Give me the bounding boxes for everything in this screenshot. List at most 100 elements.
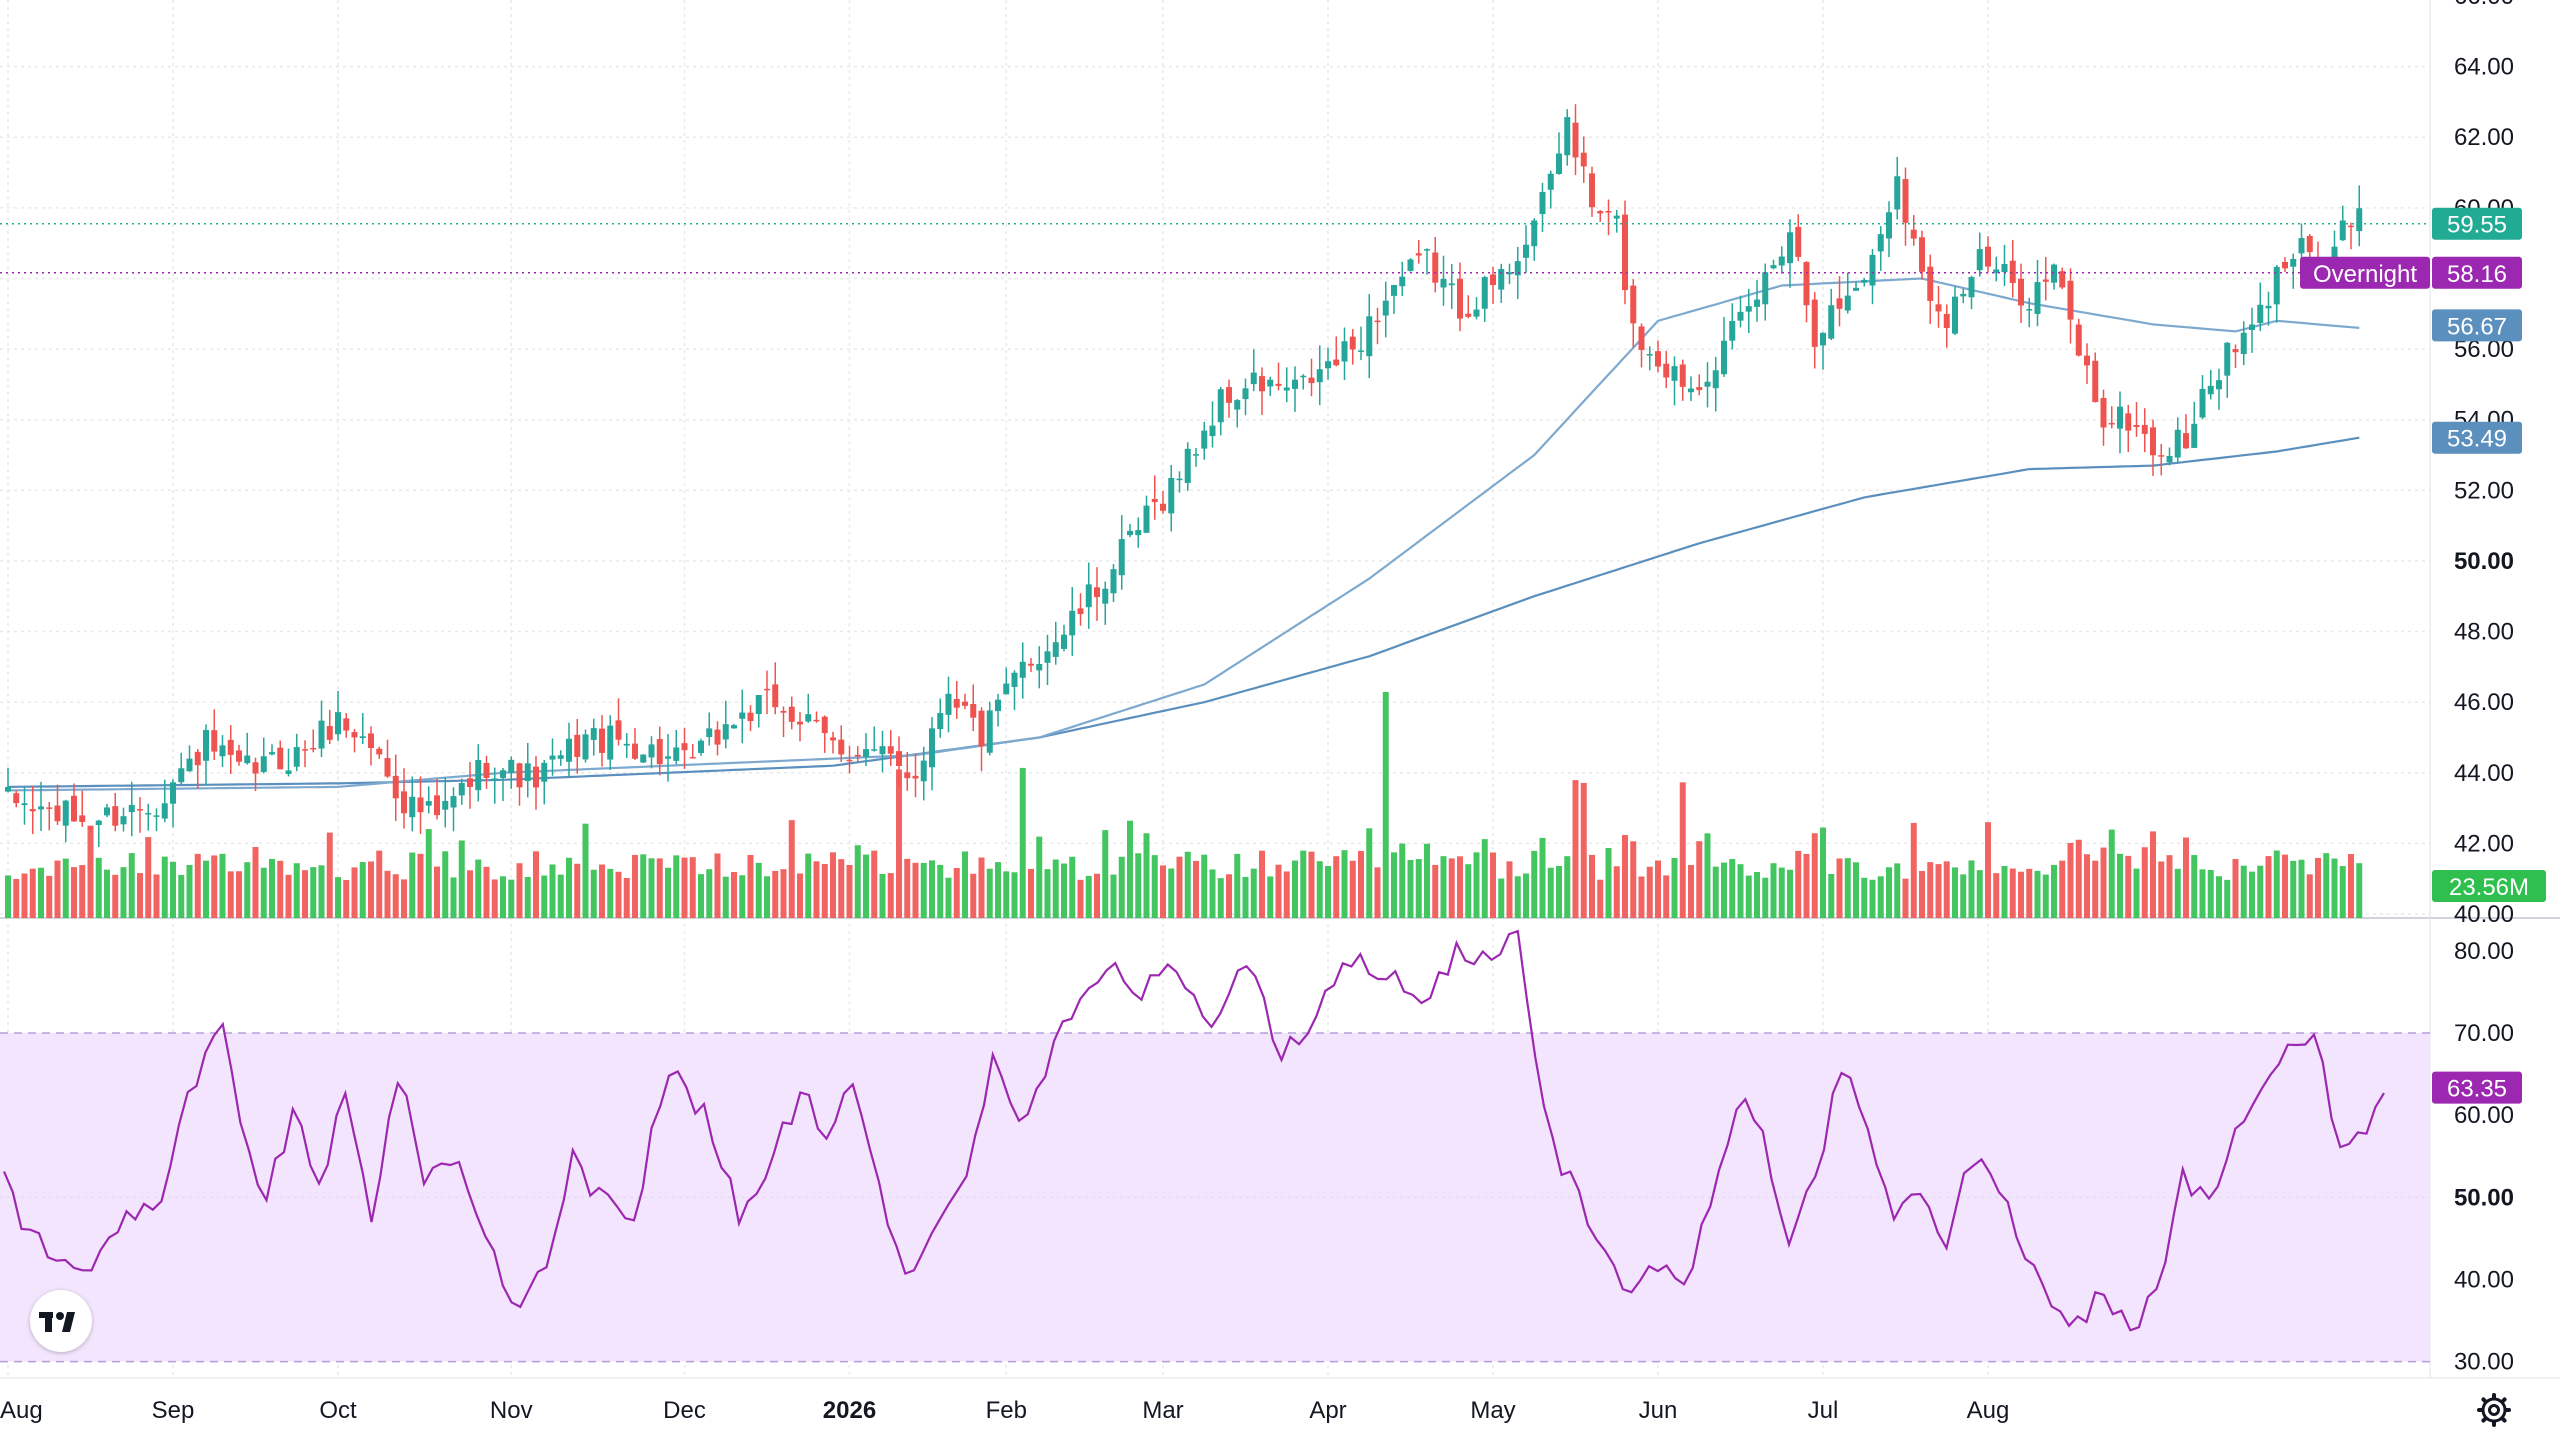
volume-bar (1762, 877, 1769, 918)
volume-bar (805, 853, 812, 918)
candle-body (1448, 283, 1455, 286)
volume-bar (236, 871, 242, 918)
candle-body (137, 809, 143, 811)
volume-bar (524, 876, 531, 918)
candle-body (5, 786, 11, 792)
candle-body (1737, 311, 1744, 321)
candle-body (1960, 293, 1967, 297)
candle-body (1597, 211, 1604, 214)
candle-body (516, 763, 523, 788)
tradingview-logo-icon[interactable] (30, 1290, 92, 1352)
volume-bar (161, 856, 168, 918)
volume-bar (1844, 858, 1851, 918)
candle-body (252, 762, 259, 774)
volume-bar (1333, 856, 1340, 918)
volume-bar (1234, 853, 1241, 918)
volume-bar (1869, 879, 1876, 918)
candle-body (722, 724, 729, 740)
candle-body (2240, 332, 2247, 355)
volume-bar (1910, 822, 1917, 918)
candle-body (1770, 265, 1777, 269)
candle-body (194, 751, 201, 766)
volume-bar (137, 873, 143, 918)
volume-bar (1250, 868, 1257, 918)
overnight-tag-bg (2300, 256, 2430, 289)
volume-bar (79, 865, 86, 918)
volume-bar (2216, 876, 2222, 918)
volume-bar (170, 861, 176, 918)
candle-body (1415, 253, 1422, 256)
last-price-badge: 59.55 (2432, 207, 2522, 240)
volume-bar (2224, 879, 2231, 918)
volume-bar (2059, 860, 2066, 918)
candle-body (1580, 152, 1587, 167)
candle-body (1481, 277, 1488, 309)
candle-body (2133, 425, 2140, 428)
candle-body (2339, 220, 2346, 241)
volume-bar (29, 868, 36, 918)
volume-bar (120, 867, 127, 918)
volume-bar (1787, 869, 1793, 918)
volume-bar (1308, 851, 1315, 918)
volume-bar (145, 837, 152, 918)
candle-body (343, 718, 350, 731)
candle-body (1399, 276, 1406, 287)
volume-bar (1754, 872, 1760, 918)
candle-body (1861, 279, 1868, 283)
volume-bar (863, 854, 869, 918)
candle-body (2084, 355, 2090, 366)
candle-body (2232, 349, 2239, 353)
volume-bar (2084, 854, 2090, 918)
last-price-badge-bg (2432, 207, 2522, 240)
candle-body (780, 710, 787, 713)
volume-bar (1457, 856, 1463, 918)
candle-body (1234, 400, 1241, 410)
candle-body (1366, 316, 1373, 357)
candle-body (236, 750, 242, 762)
candle-body (887, 746, 894, 754)
volume-bar (450, 877, 457, 918)
volume-bar (359, 862, 366, 918)
volume-bar (1547, 867, 1554, 918)
rsi-tick-label: 70.00 (2454, 1020, 2514, 1047)
volume-bar (2158, 861, 2165, 918)
candle-body (1853, 287, 1859, 291)
candle-body (1993, 269, 2000, 274)
candle-body (1613, 215, 1620, 219)
volume-bar (582, 823, 589, 918)
candle-body (2158, 455, 2165, 457)
volume-bar (1102, 830, 1109, 918)
candle-body (1160, 503, 1166, 511)
candle-body (1935, 304, 1942, 312)
gear-icon[interactable] (2476, 1392, 2512, 1428)
volume-bar (995, 862, 1001, 918)
candle-body (2191, 423, 2198, 448)
candle-body (1077, 608, 1084, 615)
volume-bar (302, 870, 308, 918)
volume-bar (475, 859, 482, 918)
candle-body (1308, 377, 1315, 384)
candle-body (632, 743, 638, 759)
volume-bar (500, 876, 506, 918)
candle-body (1564, 117, 1571, 156)
candle-body (1358, 350, 1364, 352)
candle-body (1044, 651, 1051, 663)
time-tick-label: Oct (319, 1397, 357, 1424)
candle-body (2026, 309, 2033, 311)
candle-body (1820, 332, 1826, 346)
price-tick-label: 42.00 (2454, 830, 2514, 857)
candle-body (293, 747, 300, 767)
candle-body (1869, 254, 1876, 286)
candle-body (417, 797, 424, 813)
candle-body (648, 744, 655, 758)
time-tick-label: Mar (1142, 1397, 1183, 1424)
volume-bar (2150, 831, 2156, 918)
candle-body (838, 739, 845, 755)
candle-body (1325, 361, 1331, 369)
volume-bar (1300, 850, 1307, 918)
volume-bar (788, 820, 795, 918)
candle-body (1052, 642, 1059, 657)
candle-body (1704, 381, 1711, 387)
